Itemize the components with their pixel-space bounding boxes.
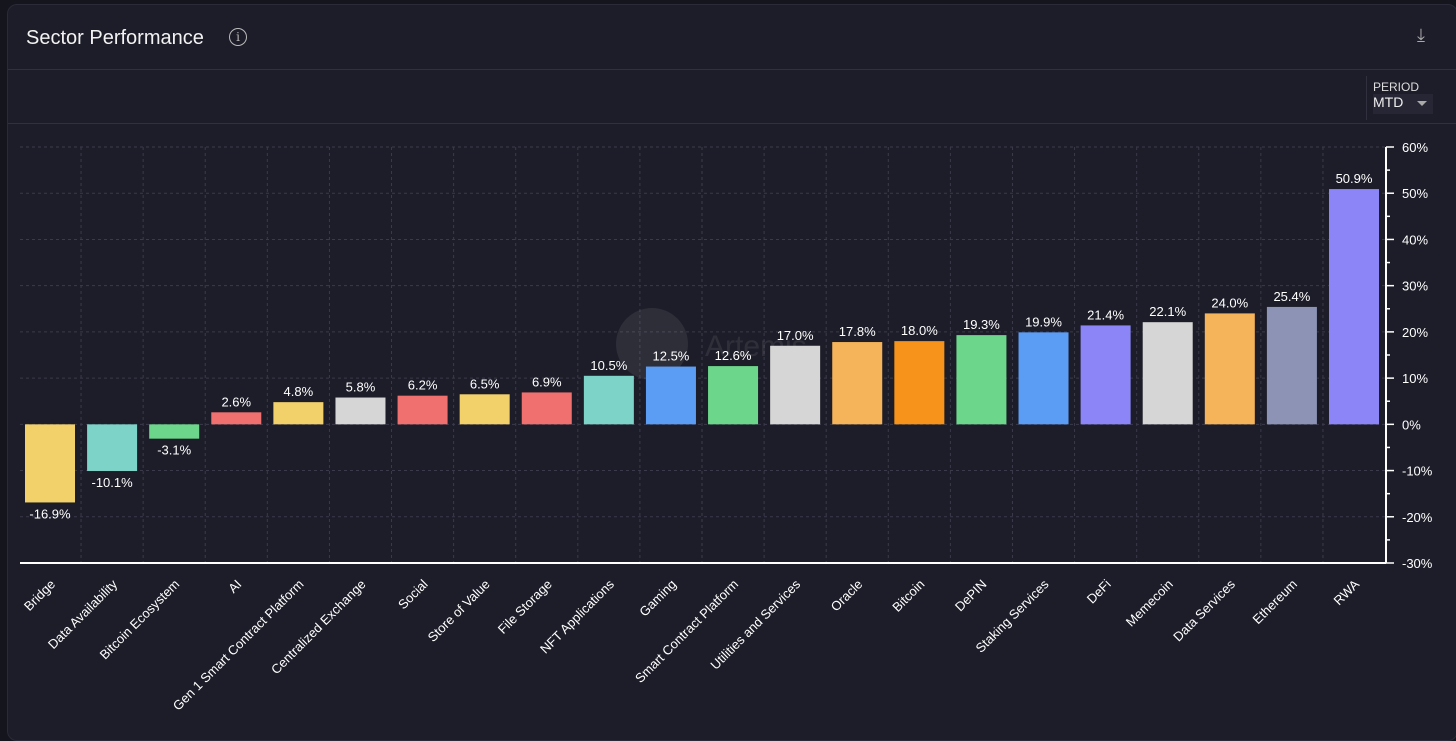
bar-social (397, 395, 448, 425)
watermark-logo (616, 308, 688, 380)
info-icon[interactable]: i (229, 28, 247, 46)
x-tick-label: File Storage (495, 577, 555, 637)
data-label: 12.6% (715, 348, 752, 363)
x-tick-label: Social (395, 576, 431, 612)
data-label: 18.0% (901, 323, 938, 338)
x-tick-label: Gen 1 Smart Contract Platform (170, 577, 307, 714)
bar-staking-services (1018, 332, 1069, 425)
data-label: 24.0% (1211, 295, 1248, 310)
y-tick-label: -20% (1402, 510, 1433, 525)
y-tick-label: -30% (1402, 556, 1433, 571)
data-label: 6.2% (408, 378, 438, 393)
data-label: 12.5% (653, 349, 690, 364)
data-label: 5.8% (346, 380, 376, 395)
data-label: 10.5% (590, 358, 627, 373)
y-tick-label: 60% (1402, 140, 1428, 155)
y-tick-label: 50% (1402, 186, 1428, 201)
data-label: 21.4% (1087, 307, 1124, 322)
card-header: Sector Performance i ⤓ (8, 5, 1456, 70)
bar-ethereum (1266, 306, 1317, 425)
bar-centralized-exchange (335, 397, 386, 425)
data-label: 4.8% (284, 384, 314, 399)
bar-memecoin (1142, 322, 1193, 425)
y-tick-label: -10% (1402, 464, 1433, 479)
x-tick-label: Store of Value (425, 577, 493, 645)
x-tick-label: Memecoin (1123, 577, 1176, 630)
bar-gen-1-smart-contract-platform (273, 402, 324, 425)
data-label: 22.1% (1149, 304, 1186, 319)
bar-gaming (645, 366, 696, 425)
bar-data-services (1204, 313, 1255, 425)
data-label: 19.3% (963, 317, 1000, 332)
bar-data-availability (87, 424, 138, 472)
bar-depin (956, 335, 1007, 425)
period-select[interactable]: PERIOD MTD (1366, 76, 1443, 120)
bar-bitcoin (894, 341, 945, 425)
x-tick-label: Gaming (636, 577, 679, 620)
x-tick-label: Oracle (828, 577, 866, 615)
y-tick-label: 40% (1402, 232, 1428, 247)
x-tick-label: Data Services (1170, 576, 1238, 644)
period-dropdown[interactable]: MTD (1373, 94, 1433, 114)
bar-smart-contract-platform (708, 366, 759, 425)
x-tick-label: RWA (1331, 576, 1363, 608)
y-tick-label: 10% (1402, 371, 1428, 386)
toolbar: PERIOD MTD (8, 70, 1456, 124)
data-label: -16.9% (29, 506, 71, 521)
data-label: 17.8% (839, 324, 876, 339)
data-label: 17.0% (777, 328, 814, 343)
y-tick-label: 30% (1402, 279, 1428, 294)
x-tick-label: Bridge (21, 577, 58, 614)
period-value: MTD (1373, 94, 1404, 110)
bar-rwa (1329, 189, 1379, 425)
download-icon[interactable]: ⤓ (1417, 25, 1425, 45)
x-tick-label: DePIN (952, 577, 990, 615)
y-tick-label: 20% (1402, 325, 1428, 340)
bar-file-storage (521, 392, 572, 425)
bar-utilities-and-services (770, 345, 821, 425)
chart-title: Sector Performance (26, 27, 204, 49)
y-tick-label: 0% (1402, 417, 1421, 432)
x-tick-label: DeFi (1084, 576, 1114, 606)
x-tick-label: Bitcoin (889, 577, 927, 615)
chevron-down-icon (1417, 101, 1427, 106)
bar-defi (1080, 325, 1131, 425)
bar-bridge (25, 424, 75, 503)
data-label: 2.6% (221, 394, 251, 409)
data-label: 6.5% (470, 376, 500, 391)
data-label: 6.9% (532, 374, 562, 389)
bar-store-of-value (459, 394, 510, 425)
bar-oracle (832, 342, 883, 425)
bar-bitcoin-ecosystem (149, 424, 200, 439)
data-label: 19.9% (1025, 314, 1062, 329)
period-label: PERIOD (1373, 80, 1420, 94)
data-label: 25.4% (1273, 289, 1310, 304)
bar-ai (211, 412, 262, 425)
data-label: 50.9% (1336, 171, 1373, 186)
data-label: -10.1% (91, 475, 133, 490)
x-tick-label: AI (225, 577, 244, 596)
data-label: -3.1% (157, 443, 191, 458)
x-tick-label: Smart Contract Platform (632, 577, 741, 686)
bar-nft-applications (583, 375, 634, 425)
x-tick-label: Ethereum (1250, 577, 1300, 627)
